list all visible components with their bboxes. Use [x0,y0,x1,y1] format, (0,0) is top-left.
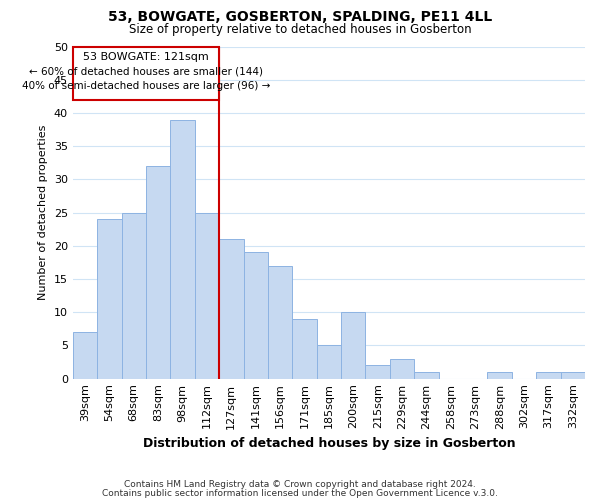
Bar [487,372,512,378]
Bar [146,166,170,378]
Text: 53, BOWGATE, GOSBERTON, SPALDING, PE11 4LL: 53, BOWGATE, GOSBERTON, SPALDING, PE11 4… [108,10,492,24]
Text: 40% of semi-detached houses are larger (96) →: 40% of semi-detached houses are larger (… [22,81,270,91]
Bar [195,212,219,378]
Bar [268,266,292,378]
Bar [341,312,365,378]
Text: ← 60% of detached houses are smaller (144): ← 60% of detached houses are smaller (14… [29,66,263,76]
Text: Contains HM Land Registry data © Crown copyright and database right 2024.: Contains HM Land Registry data © Crown c… [124,480,476,489]
Bar [317,346,341,378]
Bar [73,332,97,378]
Text: Contains public sector information licensed under the Open Government Licence v.: Contains public sector information licen… [102,489,498,498]
Bar [390,358,414,378]
Y-axis label: Number of detached properties: Number of detached properties [38,125,48,300]
Bar [560,372,585,378]
FancyBboxPatch shape [73,46,219,100]
Bar [219,239,244,378]
Text: Size of property relative to detached houses in Gosberton: Size of property relative to detached ho… [128,22,472,36]
Bar [170,120,195,378]
X-axis label: Distribution of detached houses by size in Gosberton: Distribution of detached houses by size … [143,437,515,450]
Bar [97,219,122,378]
Text: 53 BOWGATE: 121sqm: 53 BOWGATE: 121sqm [83,52,209,62]
Bar [244,252,268,378]
Bar [122,212,146,378]
Bar [414,372,439,378]
Bar [292,319,317,378]
Bar [536,372,560,378]
Bar [365,366,390,378]
